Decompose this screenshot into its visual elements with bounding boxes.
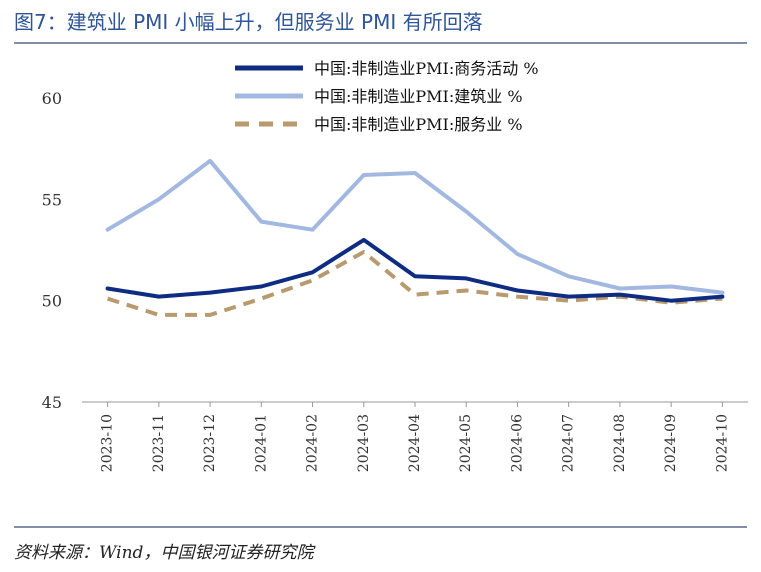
legend-label-0: 中国:非制造业PMI:商务活动 % bbox=[314, 59, 539, 78]
figure-title: 图7：建筑业 PMI 小幅上升，但服务业 PMI 有所回落 bbox=[14, 10, 483, 34]
x-tick-label: 2024-02 bbox=[305, 414, 321, 472]
source-note: 资料来源：Wind，中国银河证券研究院 bbox=[14, 543, 314, 563]
x-tick-label: 2024-10 bbox=[714, 414, 730, 472]
x-tick-label: 2024-09 bbox=[663, 414, 679, 472]
x-tick-label: 2024-01 bbox=[253, 414, 269, 472]
line-chart: 中国:非制造业PMI:商务活动 % 中国:非制造业PMI:建筑业 % 中国:非制造业… bbox=[42, 59, 748, 472]
legend-label-2: 中国:非制造业PMI:服务业 % bbox=[314, 115, 523, 134]
x-tick-label: 2024-04 bbox=[407, 414, 423, 472]
x-tick-label: 2024-08 bbox=[612, 414, 628, 472]
y-tick-label: 60 bbox=[42, 89, 62, 108]
y-tick-label: 55 bbox=[42, 190, 62, 209]
y-tick-label: 45 bbox=[42, 393, 62, 412]
axes: 45 50 55 60 2023-10 2023-11 2023-12 2024-01 2024… bbox=[42, 89, 748, 472]
y-tick-label: 50 bbox=[42, 292, 62, 311]
x-tick-label: 2023-11 bbox=[151, 414, 167, 472]
legend: 中国:非制造业PMI:商务活动 % 中国:非制造业PMI:建筑业 % 中国:非制造业… bbox=[235, 59, 539, 134]
legend-label-1: 中国:非制造业PMI:建筑业 % bbox=[314, 87, 523, 106]
x-tick-label: 2024-07 bbox=[561, 414, 577, 472]
x-tick-label: 2024-05 bbox=[458, 414, 474, 472]
series-line-0 bbox=[105, 237, 725, 303]
series-lines bbox=[105, 158, 725, 317]
x-tick-label: 2023-10 bbox=[100, 414, 116, 472]
bottom-rule bbox=[14, 526, 747, 528]
x-tick-label: 2024-03 bbox=[356, 414, 372, 472]
series-line-2 bbox=[106, 250, 723, 317]
x-tick-label: 2024-06 bbox=[509, 414, 525, 472]
x-tick-label: 2023-12 bbox=[202, 414, 218, 472]
top-rule bbox=[14, 42, 747, 44]
series-line-1 bbox=[105, 158, 725, 295]
